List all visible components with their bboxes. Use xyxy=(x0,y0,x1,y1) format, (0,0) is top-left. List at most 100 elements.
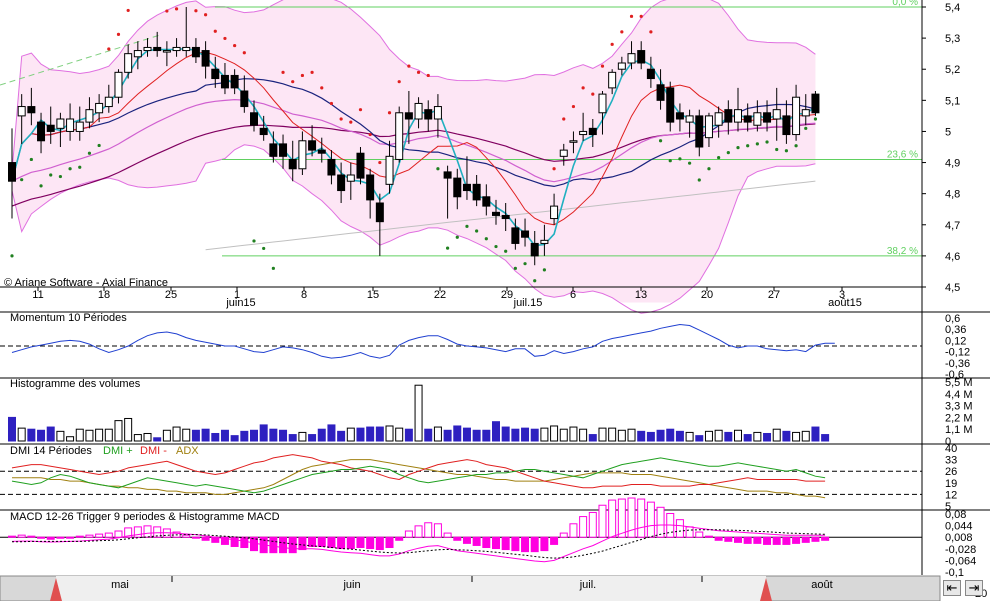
candle-body xyxy=(366,174,375,201)
sar-dot xyxy=(504,249,508,253)
candle-body xyxy=(133,50,142,58)
macd-histogram-bar xyxy=(124,527,133,538)
macd-histogram-bar xyxy=(492,536,500,550)
macd-histogram-bar xyxy=(521,536,530,553)
macd-histogram-bar xyxy=(734,536,742,543)
momentum-title: Momentum 10 Périodes xyxy=(10,312,127,324)
macd-histogram-bar xyxy=(675,519,684,538)
macd-histogram-bar xyxy=(220,536,229,545)
macd-histogram-bar xyxy=(385,536,394,549)
volume-bar xyxy=(617,429,626,442)
sar-dot xyxy=(523,262,527,266)
adx-legend: ADX xyxy=(176,445,199,457)
fibo-level-label: 0,0 % xyxy=(892,0,918,8)
macd-histogram-bar xyxy=(821,536,830,541)
macd-histogram-bar xyxy=(772,536,781,545)
timeline-navigator[interactable]: mai juin juil. août xyxy=(0,575,941,601)
macd-tick-label: 0,008 xyxy=(945,532,973,544)
volume-bar xyxy=(8,416,16,442)
candle-body xyxy=(811,93,820,114)
macd-histogram-bar xyxy=(579,516,588,538)
sar-dot xyxy=(78,165,82,169)
watermark-text: © Ariane Software - Axial Finance xyxy=(4,277,168,289)
sar-dot xyxy=(736,146,740,150)
sar-dot xyxy=(233,43,237,48)
volume-tick-label: 3,3 M xyxy=(945,401,973,413)
candle-body xyxy=(675,112,684,120)
price-tick-label: 4,8 xyxy=(945,189,960,201)
macd-histogram-bar xyxy=(56,536,65,539)
sar-dot xyxy=(746,144,750,148)
volume-panel: 5,5 M4,4 M3,3 M2,2 M1,1 M0 xyxy=(0,377,990,448)
volume-bar xyxy=(395,427,404,442)
sar-dot xyxy=(339,117,343,121)
candle-body xyxy=(656,84,665,101)
macd-histogram-bar xyxy=(288,536,297,554)
candle-body xyxy=(453,177,462,198)
macd-histogram-bar xyxy=(114,530,123,538)
adx-line xyxy=(12,459,826,499)
volume-tick-label: 1,1 M xyxy=(945,424,973,436)
volume-bar xyxy=(821,434,830,442)
sar-dot xyxy=(707,167,711,171)
volume-bar xyxy=(608,427,617,442)
zoom-out-button[interactable]: ⇥ xyxy=(965,580,983,596)
zoom-out-icon: ⇥ xyxy=(968,580,980,595)
macd-histogram-bar xyxy=(153,526,162,538)
date-tick-label: 1 xyxy=(234,289,240,301)
candle-body xyxy=(298,140,307,170)
price-tick-label: 4,7 xyxy=(945,220,960,232)
candle-body xyxy=(433,106,442,120)
sar-dot xyxy=(426,73,430,78)
navigator-month-label: août xyxy=(811,579,832,591)
macd-histogram-bar xyxy=(588,511,597,538)
date-tick-label: 18 xyxy=(98,289,110,301)
volume-bar xyxy=(337,430,346,442)
sar-dot xyxy=(262,246,266,251)
candle-body xyxy=(666,87,675,123)
volume-bar xyxy=(598,427,607,442)
sar-dot xyxy=(204,13,208,17)
volume-tick-label: 2,2 M xyxy=(945,412,973,424)
price-tick-label: 5,1 xyxy=(945,95,960,107)
momentum-tick-label: -0,12 xyxy=(945,347,970,359)
candle-body xyxy=(95,102,104,114)
price-tick-label: 4,9 xyxy=(945,158,960,170)
candle-body xyxy=(172,46,181,52)
sar-dot xyxy=(281,70,285,74)
sar-dot xyxy=(813,117,818,121)
macd-histogram-bar xyxy=(308,536,317,547)
sar-dot xyxy=(658,139,663,143)
date-tick-label: 3 xyxy=(839,289,845,301)
macd-histogram-bar xyxy=(95,533,104,538)
dmi-tick-label: 12 xyxy=(945,489,957,501)
sar-dot xyxy=(610,42,614,46)
volume-bar xyxy=(714,429,723,442)
sar-dot xyxy=(29,157,33,162)
date-tick-label: 6 xyxy=(570,289,576,301)
candle-body xyxy=(356,152,365,179)
trend-dashed-line xyxy=(0,34,161,86)
candle-body xyxy=(114,71,123,98)
navigator-month-label: juil. xyxy=(579,579,597,591)
candle-body xyxy=(569,140,578,143)
volume-bar xyxy=(385,425,394,442)
price-axis: 5,4 5,3 5,2 5,1 5 4,9 4,8 4,7 4,6 4,5 xyxy=(921,0,960,575)
candle-body xyxy=(327,158,336,176)
sar-dot xyxy=(329,101,334,106)
sar-dot xyxy=(349,120,353,124)
zoom-in-button[interactable]: ⇤ xyxy=(943,580,961,596)
candle-body xyxy=(385,155,394,185)
date-tick-label: 25 xyxy=(165,289,177,301)
sar-dot xyxy=(804,126,808,130)
macd-histogram-bar xyxy=(453,536,462,541)
macd-histogram-bar xyxy=(617,498,626,538)
candle-body xyxy=(104,96,113,108)
volume-bar xyxy=(579,428,588,442)
volume-bar xyxy=(743,434,752,442)
macd-histogram-bar xyxy=(637,498,646,538)
macd-histogram-bar xyxy=(569,523,578,538)
candle-body xyxy=(201,50,210,67)
candle-body xyxy=(734,109,742,123)
date-tick-label: 20 xyxy=(701,289,713,301)
